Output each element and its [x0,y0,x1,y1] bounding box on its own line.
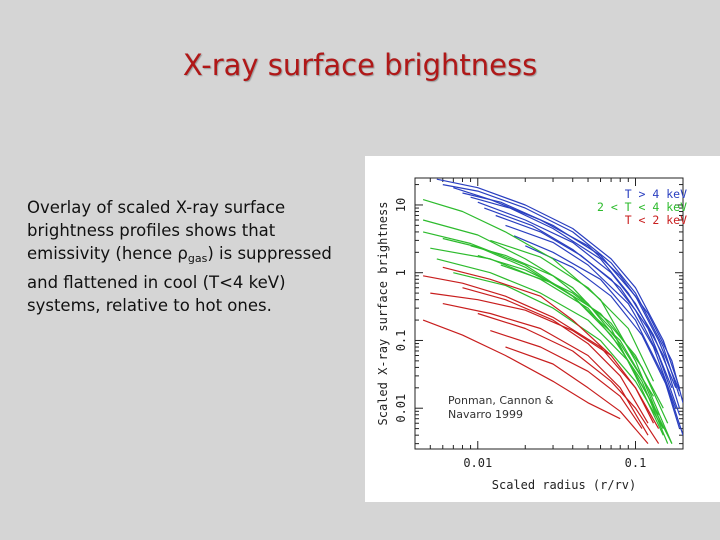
series-line-5 [470,196,677,389]
series-line-29 [490,330,643,429]
series-line-22 [442,237,673,444]
credit-annotation-line-1: Ponman, Cannon & [448,394,554,407]
series-line-8 [495,214,673,389]
legend-entry: T < 2 keV [625,213,687,227]
series-line-11 [525,245,683,436]
x-tick-label: 0.1 [625,456,647,470]
series-line-16 [436,258,660,416]
series-line-27 [462,287,649,424]
series-line-26 [422,319,621,420]
legend-entry: T > 4 keV [625,187,687,201]
slide-caption: Overlay of scaled X-ray surface brightne… [27,196,357,317]
series-line-3 [453,187,683,403]
series-line-9 [505,224,677,409]
series-line-13 [422,219,664,436]
series-line-20 [490,239,655,382]
x-tick-label: 0.01 [463,456,492,470]
series-line-18 [470,245,655,397]
series-line-30 [505,346,649,444]
credit-annotation-line-2: Navarro 1999 [448,408,523,421]
series-line-1 [436,178,681,388]
caption-text-after: ) is suppressed and flattened in cool (T… [27,244,332,315]
caption-rho-subscript: gas [187,252,208,266]
series-line-24 [430,292,655,424]
plot-frame [414,177,684,450]
series-line-6 [477,201,681,409]
y-tick-label: 1 [394,269,408,276]
y-tick-label: 0.1 [394,330,408,352]
series-line-12 [422,199,664,429]
y-axis-title: Scaled X-ray surface brightness [376,202,390,426]
surface-brightness-chart: 0.01 0.1 1 10 0.01 0.1 Scaled radius (r/rv) Sca… [376,177,687,492]
slide-title: X-ray surface brightness [182,48,538,82]
legend-entry: 2 < T < 4 keV [597,200,687,214]
series-line-4 [462,192,681,392]
x-axis-title: Scaled radius (r/rv) [492,478,637,492]
figure-panel: 0.01 0.1 1 10 0.01 0.1 Scaled radius (r/rv) Sca… [365,156,720,502]
caption-text-before: Overlay of scaled X-ray surface brightne… [27,198,286,264]
series-line-2 [442,184,681,397]
series-line-21 [500,264,664,409]
y-tick-label: 0.01 [394,394,408,423]
y-tick-label: 10 [394,198,408,212]
series-line-28 [477,312,660,444]
caption-rho-symbol: ρ [177,244,188,264]
series-line-31 [442,266,612,356]
